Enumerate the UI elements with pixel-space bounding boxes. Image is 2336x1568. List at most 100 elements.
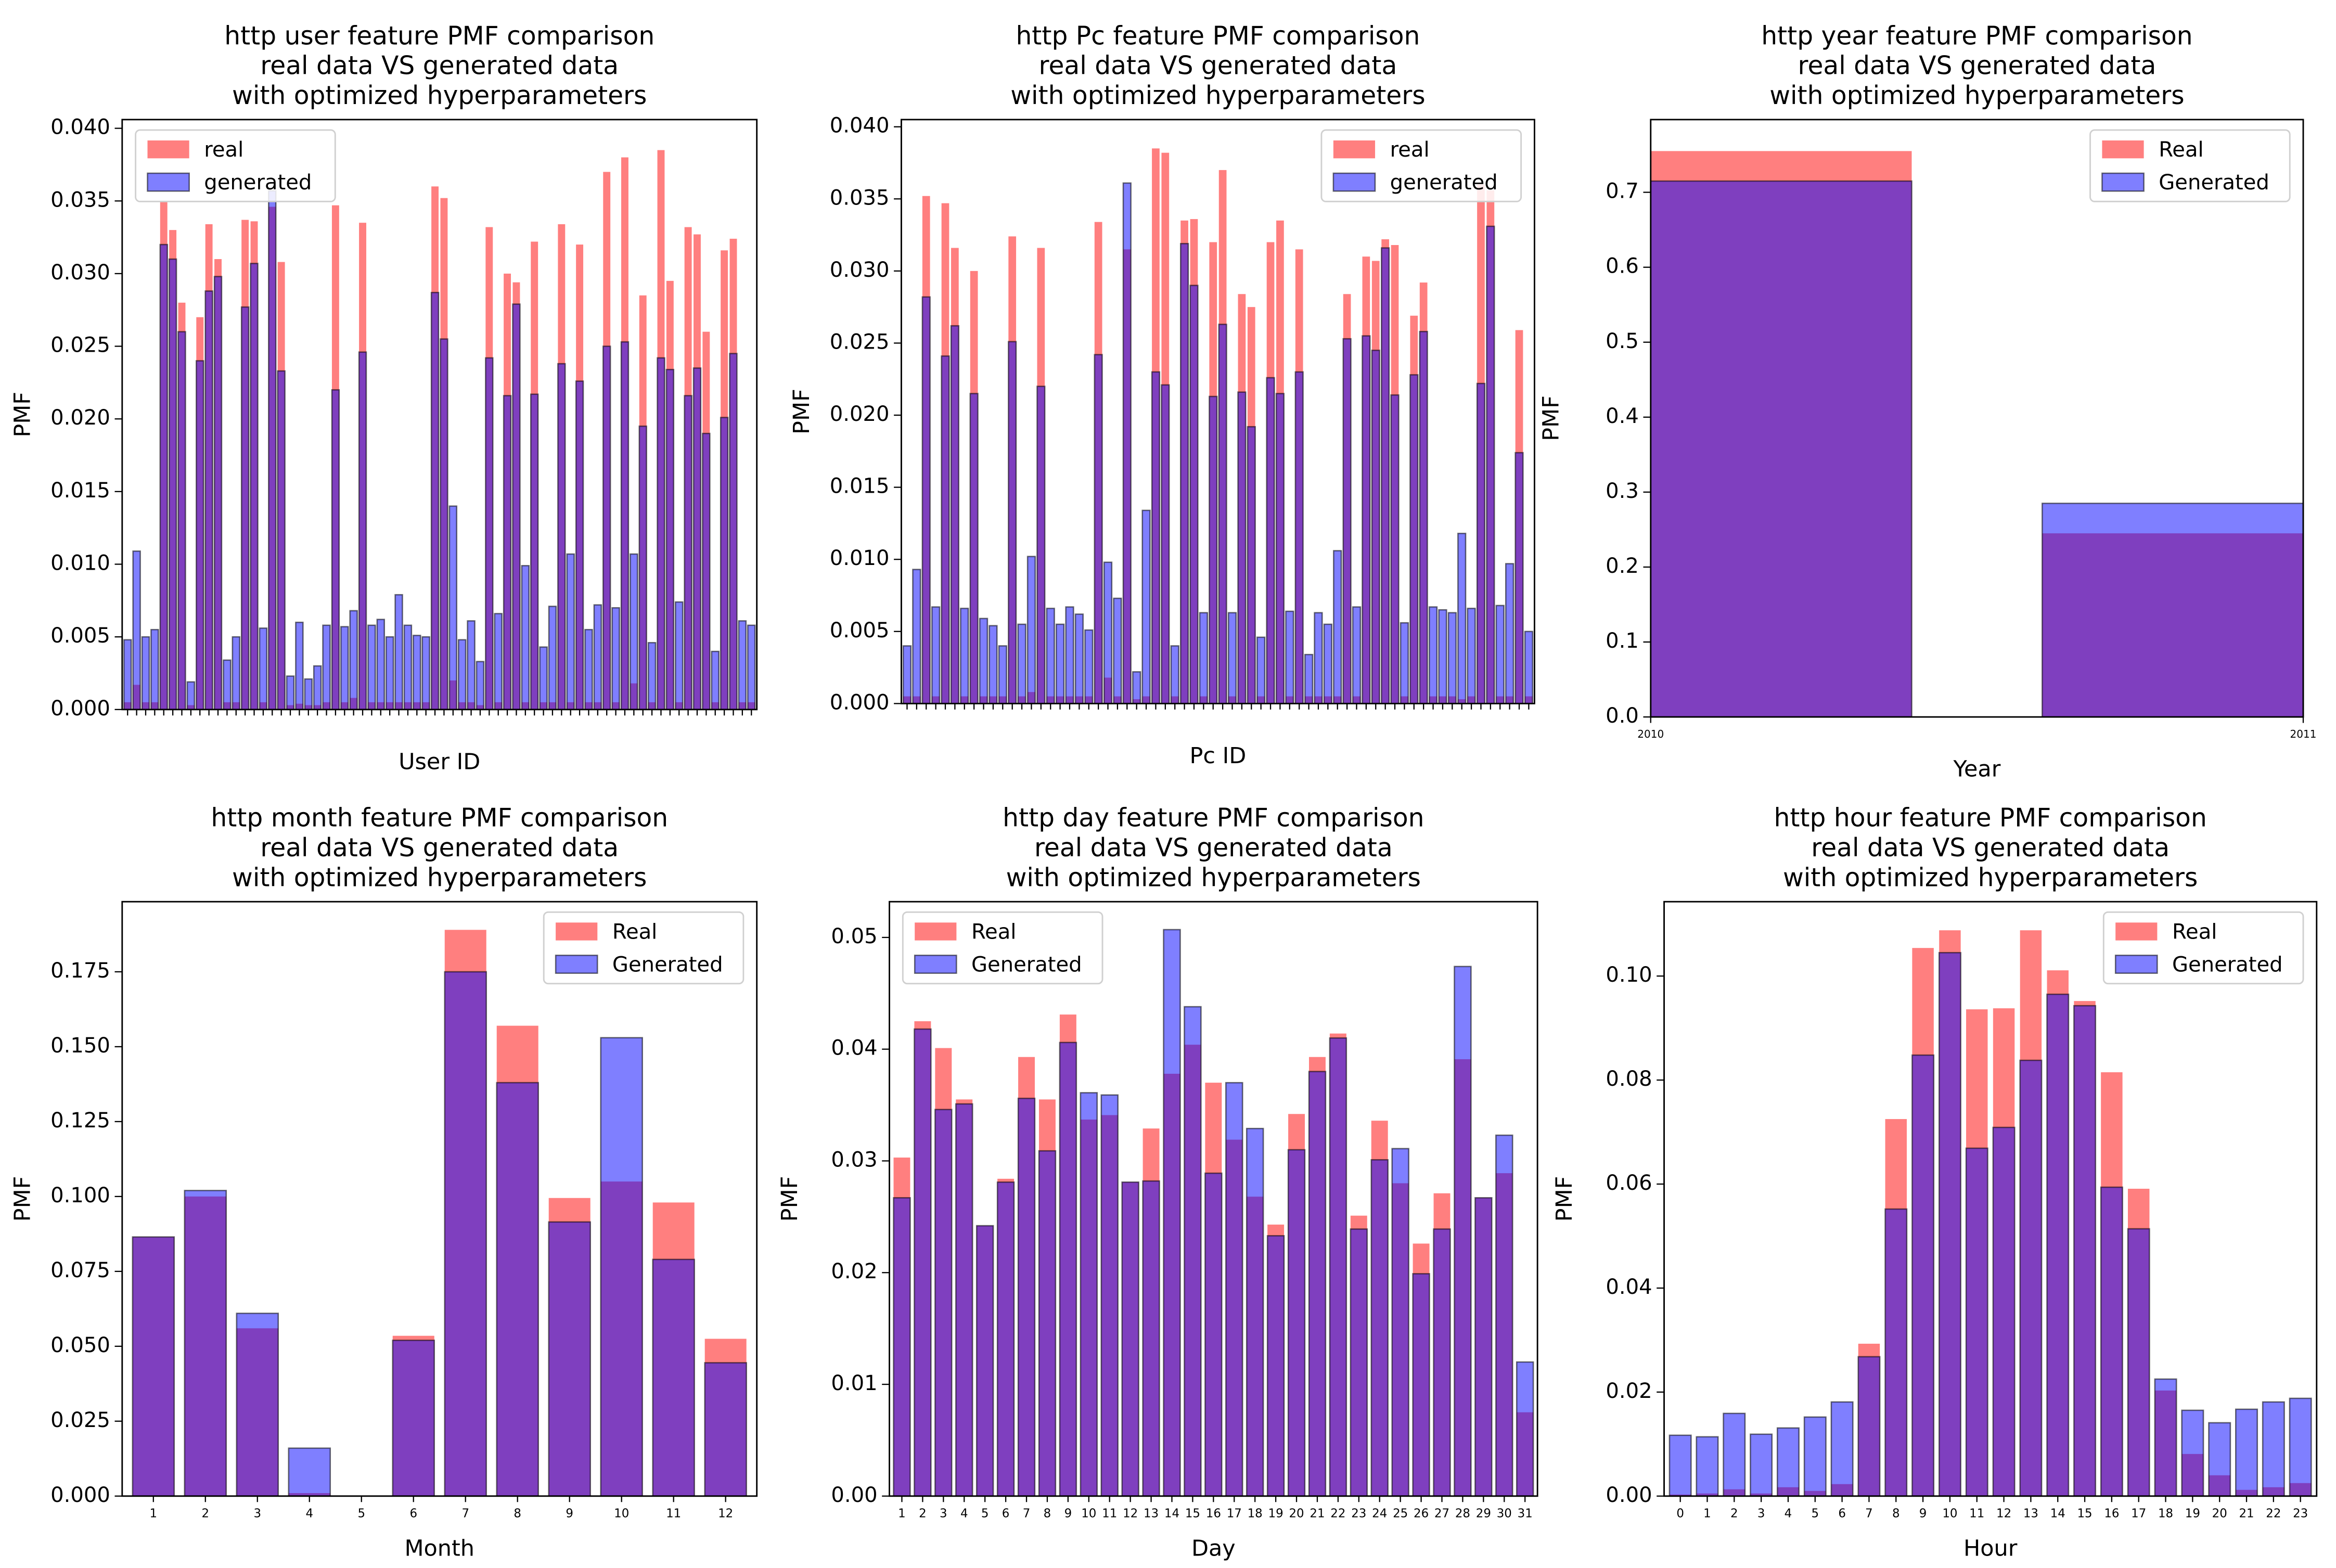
x-tick-label: 6 (409, 1507, 417, 1521)
bar (1391, 1148, 1409, 1497)
legend-label: generated (204, 171, 312, 195)
y-tick-label: 0.005 (50, 624, 110, 648)
x-tick-label: 18 (2158, 1507, 2173, 1521)
bar (1696, 1436, 1719, 1497)
x-tick-label: 10 (1942, 1507, 1957, 1521)
chart-title: http user feature PMF comparison (224, 21, 654, 50)
bar (421, 636, 430, 711)
bar (277, 370, 286, 711)
legend-swatch (147, 140, 189, 159)
y-tick-label: 0.030 (50, 261, 110, 285)
x-tick-label: 8 (1892, 1507, 1900, 1521)
x-tick-label: 18 (1248, 1507, 1263, 1521)
bar (413, 635, 421, 711)
bar (392, 1340, 435, 1497)
bar (295, 621, 304, 711)
bar (584, 628, 593, 711)
bar (566, 553, 575, 711)
y-tick-label: 0.040 (50, 115, 110, 139)
bar (976, 1225, 994, 1497)
bar (912, 569, 921, 704)
bar (893, 1197, 911, 1497)
chart-title: http month feature PMF comparison (211, 804, 668, 833)
legend-swatch (2115, 922, 2158, 941)
x-tick-label: 30 (1497, 1507, 1512, 1521)
bar (521, 565, 530, 711)
bar (630, 553, 638, 711)
x-tick-label: 7 (1023, 1507, 1031, 1521)
bar (1304, 653, 1314, 704)
bar (979, 618, 989, 704)
x-tick-label: 7 (461, 1507, 469, 1521)
bar (1857, 1356, 1881, 1497)
y-tick-label: 0.020 (830, 402, 890, 426)
bar (1246, 1127, 1264, 1497)
bar (665, 368, 675, 711)
bar (132, 550, 141, 711)
bar (1454, 966, 1472, 1497)
y-axis-label: PMF (9, 392, 35, 438)
bar (704, 1362, 747, 1497)
x-tick-label: 25 (1393, 1507, 1408, 1521)
bar (204, 290, 213, 711)
x-tick-label: 1 (1703, 1507, 1711, 1521)
bar (1362, 335, 1371, 704)
y-tick-label: 0.4 (1606, 404, 1639, 428)
x-tick-label: 17 (2131, 1507, 2146, 1521)
bar (1094, 354, 1103, 704)
bar (1017, 623, 1026, 704)
bar (557, 363, 566, 711)
bar (430, 291, 440, 711)
bar (1113, 597, 1122, 704)
x-tick-label: 23 (1351, 1507, 1366, 1521)
x-tick-label: 1 (150, 1507, 158, 1521)
y-tick-label: 0.01 (831, 1371, 877, 1395)
bar (503, 395, 512, 711)
y-tick-label: 0.6 (1606, 254, 1639, 278)
y-tick-label: 0.000 (50, 1483, 110, 1507)
bar (1184, 1006, 1202, 1497)
bar (196, 360, 204, 711)
y-tick-label: 0.020 (50, 406, 110, 430)
chart-title: with optimized hyperparameters (1783, 863, 2198, 892)
bar (711, 650, 720, 711)
chart-title: real data VS generated data (1039, 52, 1397, 81)
bar (240, 306, 250, 711)
bar (593, 604, 602, 711)
bar (440, 338, 448, 711)
bar (1285, 610, 1294, 704)
bar (1074, 613, 1084, 704)
x-tick-label: 5 (1811, 1507, 1819, 1521)
x-tick-label: 11 (1102, 1507, 1117, 1521)
bar (394, 594, 403, 711)
bar (457, 639, 467, 711)
bar (385, 636, 394, 711)
x-tick-label: 13 (1144, 1507, 1159, 1521)
x-tick-label: 15 (2077, 1507, 2092, 1521)
bar (931, 606, 941, 704)
y-axis-label: PMF (777, 1176, 803, 1222)
bar (996, 1181, 1015, 1497)
x-tick-label: 9 (1919, 1507, 1927, 1521)
x-tick-label: 5 (981, 1507, 989, 1521)
x-tick-label: 2 (919, 1507, 927, 1521)
bar (1965, 1147, 1988, 1497)
bar (1486, 225, 1495, 704)
legend-label: real (204, 138, 243, 162)
bar (1380, 247, 1390, 704)
bar (476, 661, 485, 711)
bar (1750, 1433, 1773, 1497)
bar (1992, 1126, 2016, 1497)
y-tick-label: 0.040 (830, 114, 890, 138)
bar (989, 625, 998, 704)
bar (1059, 1042, 1077, 1497)
x-tick-label: 1 (898, 1507, 906, 1521)
y-tick-label: 0.015 (830, 474, 890, 498)
bar (729, 353, 738, 711)
bar (1256, 636, 1266, 704)
bar (1046, 608, 1055, 704)
chart-title: http Pc feature PMF comparison (1016, 21, 1420, 50)
legend-label: Generated (2172, 953, 2283, 976)
bar (1036, 385, 1046, 704)
legend-label: Real (612, 920, 657, 944)
